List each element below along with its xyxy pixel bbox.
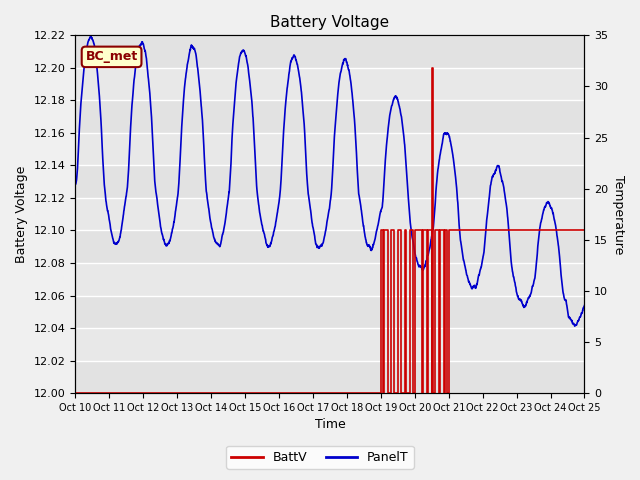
Bar bbox=[76, 166, 584, 198]
Bar bbox=[76, 360, 584, 393]
Y-axis label: Battery Voltage: Battery Voltage bbox=[15, 166, 28, 263]
Legend: BattV, PanelT: BattV, PanelT bbox=[227, 446, 413, 469]
Bar bbox=[76, 36, 584, 68]
X-axis label: Time: Time bbox=[314, 419, 345, 432]
Bar bbox=[76, 230, 584, 263]
Title: Battery Voltage: Battery Voltage bbox=[270, 15, 390, 30]
Y-axis label: Temperature: Temperature bbox=[612, 175, 625, 254]
Bar bbox=[76, 296, 584, 328]
Bar bbox=[76, 100, 584, 133]
Text: BC_met: BC_met bbox=[86, 50, 138, 63]
